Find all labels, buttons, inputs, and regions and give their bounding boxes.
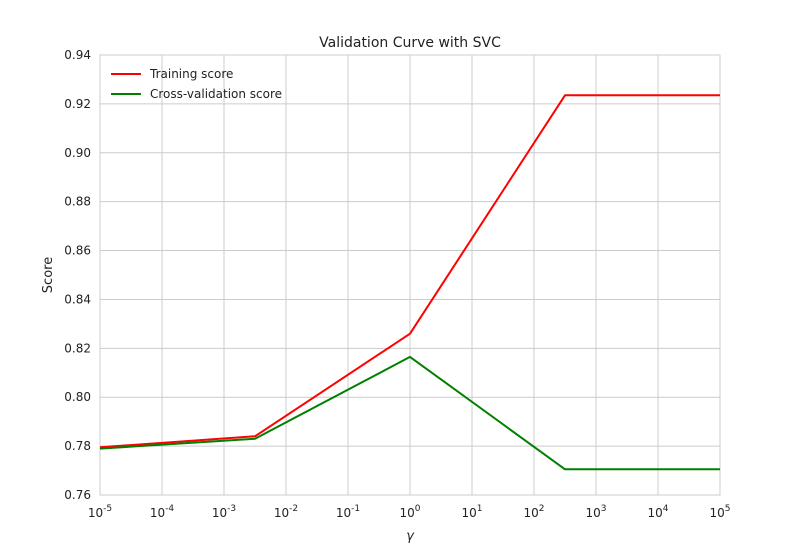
x-tick-label: 10-2 bbox=[274, 504, 298, 520]
series-layer bbox=[99, 94, 720, 471]
x-tick-label: 102 bbox=[523, 504, 544, 520]
x-tick-label: 10-4 bbox=[150, 504, 175, 520]
y-tick-label: 0.80 bbox=[64, 390, 91, 404]
y-tick-labels: 0.76 0.78 0.80 0.82 0.84 0.86 0.88 0.90 0.92 0.94 bbox=[64, 48, 91, 502]
y-tick-label: 0.88 bbox=[64, 195, 91, 209]
y-tick-label: 0.76 bbox=[64, 488, 91, 502]
x-tick-label: 10-3 bbox=[212, 504, 236, 520]
chart-title: Validation Curve with SVC bbox=[319, 35, 501, 51]
plot-frame bbox=[99, 54, 721, 496]
legend-label: Training score bbox=[149, 67, 233, 81]
y-tick-label: 0.86 bbox=[64, 244, 91, 258]
y-tick-label: 0.78 bbox=[64, 439, 91, 453]
y-tick-label: 0.82 bbox=[64, 341, 91, 355]
y-axis-label: Score bbox=[41, 257, 56, 293]
y-tick-label: 0.84 bbox=[64, 292, 91, 306]
y-tick-label: 0.92 bbox=[64, 97, 91, 111]
legend-label: Cross-validation score bbox=[150, 87, 282, 101]
x-axis-label: γ bbox=[406, 529, 415, 544]
x-tick-label: 101 bbox=[461, 504, 482, 520]
x-tick-label: 103 bbox=[585, 504, 606, 520]
x-tick-label: 105 bbox=[709, 504, 730, 520]
x-tick-label: 100 bbox=[399, 504, 420, 520]
legend: Training score Cross-validation score bbox=[111, 67, 282, 101]
x-tick-label: 10-5 bbox=[88, 504, 112, 520]
series-line-training-score bbox=[99, 94, 720, 449]
series-line-cross-validation-score bbox=[99, 355, 720, 471]
x-tick-label: 10-1 bbox=[336, 504, 360, 520]
x-tick-labels: 10-5 10-4 10-3 10-2 10-1 100 101 102 103 104 105 bbox=[88, 504, 731, 520]
y-tick-label: 0.94 bbox=[64, 48, 91, 62]
x-tick-label: 104 bbox=[647, 504, 668, 520]
y-tick-label: 0.90 bbox=[64, 146, 91, 160]
